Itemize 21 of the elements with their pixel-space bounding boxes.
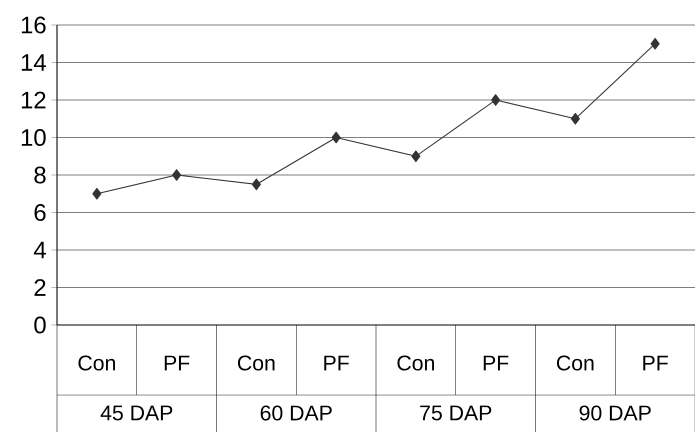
x-tick-label: Con	[78, 355, 115, 371]
x-tick-label: Con	[556, 355, 594, 371]
y-tick-label: 12	[22, 92, 46, 108]
text: 45 DAP	[100, 406, 172, 420]
text: 60 DAP	[260, 405, 332, 421]
text: 90 DAP	[580, 405, 651, 421]
y-tick-label: 6	[34, 204, 46, 221]
x-tick-label: Con	[397, 355, 434, 371]
x-tick-label: PF	[164, 356, 190, 370]
x-tick-label: PF	[484, 356, 508, 370]
x-tick-label: Con	[238, 355, 274, 371]
y-tick-label: 14	[22, 54, 46, 71]
y-tick-label: 8	[34, 166, 46, 184]
y-tick-label: 0	[34, 316, 46, 334]
text: 75 DAP	[420, 406, 492, 420]
y-tick-label: 10	[22, 129, 46, 146]
y-tick-label: 4	[34, 242, 46, 258]
y-tick-label: 16	[22, 16, 46, 34]
x-tick-label: PF	[643, 356, 668, 370]
x-tick-label: PF	[324, 356, 349, 370]
y-tick-label: 2	[34, 279, 46, 296]
